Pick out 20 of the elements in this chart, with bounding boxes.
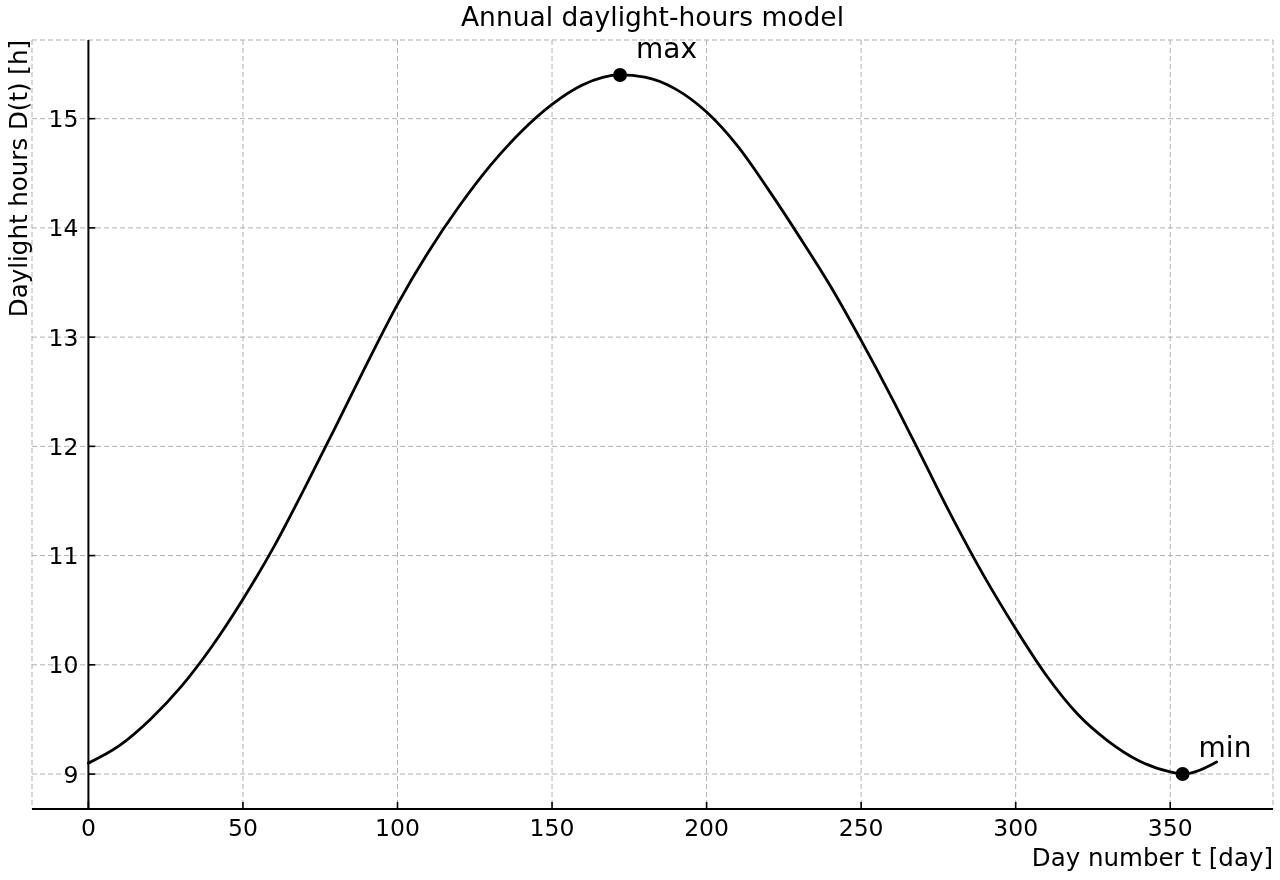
y-tick-label: 9 — [63, 760, 79, 789]
x-tick-label: 100 — [375, 814, 420, 842]
x-tick-label: 300 — [993, 814, 1039, 842]
annotation: max — [636, 31, 698, 65]
y-tick-label: 15 — [48, 105, 79, 134]
x-tick-label: 350 — [1147, 814, 1193, 842]
x-tick-label: 50 — [228, 814, 258, 842]
x-tick-label: 0 — [80, 814, 96, 842]
annotation: min — [1198, 731, 1252, 765]
y-tick-label: 11 — [48, 542, 79, 571]
x-tick-label: 200 — [684, 814, 730, 842]
chart-title: Annual daylight-hours model — [460, 1, 845, 32]
y-axis-title: Daylight hours D(t) [h] — [4, 40, 33, 318]
x-tick-label: 150 — [529, 814, 575, 842]
x-axis-title: Day number t [day] — [1031, 843, 1273, 872]
y-tick-label: 13 — [48, 323, 79, 352]
x-tick-label: 250 — [838, 814, 884, 842]
y-tick-label: 10 — [48, 651, 79, 680]
y-tick-label: 12 — [48, 432, 79, 461]
y-tick-label: 14 — [48, 214, 79, 243]
